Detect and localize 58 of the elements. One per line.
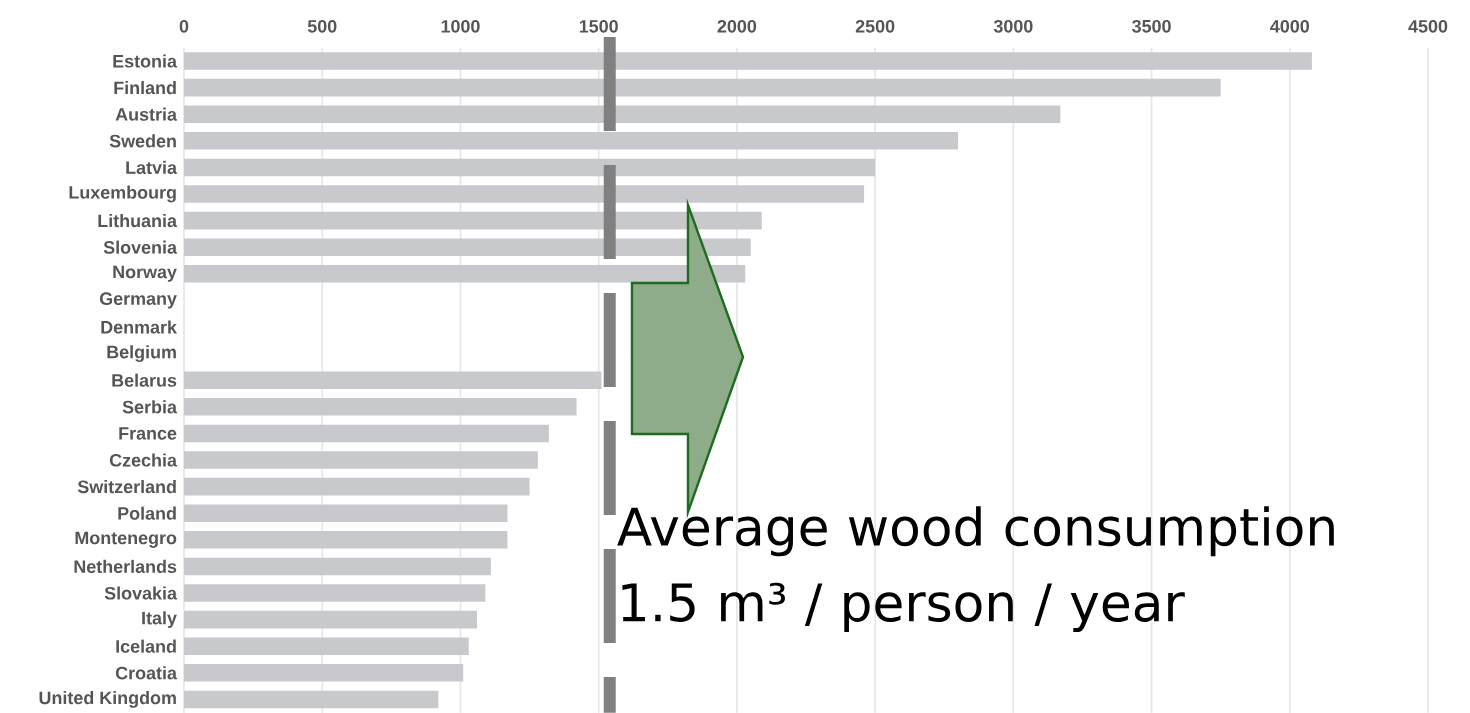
- y-tick-label: Poland: [118, 506, 176, 520]
- bar: [184, 610, 478, 629]
- bar: [184, 78, 1221, 97]
- bar: [184, 424, 549, 443]
- bar: [184, 531, 508, 549]
- bar: [184, 265, 746, 283]
- y-tick-label: Finland: [114, 81, 176, 95]
- x-tick-label: 4000: [1270, 19, 1310, 33]
- y-tick-label: Belgium: [107, 345, 176, 363]
- y-tick-label: Netherlands: [74, 559, 177, 574]
- bar: [184, 105, 1061, 123]
- y-tick-label: Montenegro: [75, 531, 177, 548]
- y-tick-label: Czechia: [109, 453, 178, 467]
- ref-line-label: Average wood consumption 1.5 m³ / person / year: [617, 506, 1334, 632]
- x-tick-label: 2500: [855, 19, 895, 33]
- bar: [184, 158, 876, 177]
- bar: [184, 398, 577, 416]
- y-tick-label: Italy: [142, 611, 177, 628]
- x-tick-label: 0: [179, 19, 189, 33]
- y-tick-label: Norway: [113, 265, 177, 282]
- y-tick-label: Austria: [115, 107, 178, 121]
- y-tick-label: United Kingdom: [39, 691, 176, 708]
- y-tick-label: Sweden: [109, 134, 176, 148]
- y-tick-label: Croatia: [115, 666, 178, 680]
- bar: [184, 185, 865, 203]
- y-tick-label: Germany: [99, 292, 177, 309]
- y-tick-label: Belarus: [112, 373, 177, 387]
- y-tick-label: France: [119, 427, 177, 440]
- x-tick-label: 500: [307, 19, 337, 33]
- bar: [184, 584, 486, 602]
- bar: [184, 477, 530, 496]
- y-tick-label: Lithuania: [98, 214, 178, 228]
- y-tick-label: Serbia: [122, 400, 178, 414]
- bar: [184, 557, 491, 576]
- x-tick-label: 1000: [441, 19, 480, 33]
- y-tick-label: Latvia: [126, 160, 178, 175]
- y-tick-label: Estonia: [113, 54, 178, 68]
- y-tick-label: Denmark: [101, 320, 177, 334]
- y-tick-label: Slovakia: [104, 586, 178, 600]
- bar: [184, 211, 762, 230]
- x-tick-label: 2000: [717, 19, 757, 33]
- x-tick-label: 3000: [993, 19, 1033, 33]
- bar: [184, 371, 602, 389]
- y-tick-label: Switzerland: [77, 480, 176, 494]
- x-tick-label: 3500: [1132, 19, 1171, 33]
- bar: [184, 451, 538, 469]
- y-tick-label: Slovenia: [103, 240, 178, 254]
- bar: [184, 132, 959, 150]
- bar: [184, 664, 464, 682]
- y-tick-label: Luxembourg: [69, 185, 176, 203]
- bar: [184, 637, 469, 655]
- bar: [184, 690, 439, 709]
- bar: [184, 52, 1312, 70]
- bar: [184, 504, 508, 522]
- x-tick-label: 4500: [1408, 19, 1448, 33]
- y-tick-label: Iceland: [116, 639, 176, 653]
- bar: [184, 238, 751, 256]
- x-tick-label: 1500: [579, 19, 618, 33]
